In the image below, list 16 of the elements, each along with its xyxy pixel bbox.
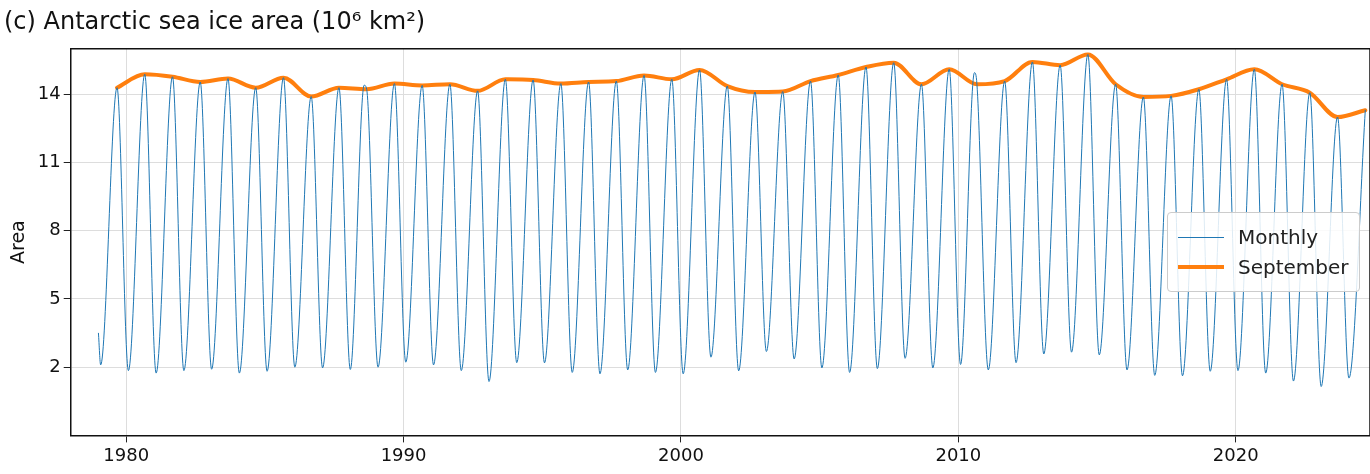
y-tick-label: 14 — [37, 81, 61, 103]
y-axis-title: Area — [6, 220, 29, 264]
legend-label: Monthly — [1238, 225, 1319, 250]
y-tick-label: 8 — [49, 218, 61, 240]
x-tick-label: 2000 — [658, 443, 704, 465]
chart-title: (c) Antarctic sea ice area (10⁶ km²) — [4, 6, 426, 35]
line-series — [97, 53, 1366, 388]
legend-label: September — [1238, 255, 1349, 280]
y-tick-label: 11 — [37, 150, 61, 172]
x-tick-label: 1980 — [103, 443, 150, 465]
y-tick-label: 5 — [49, 286, 61, 308]
line-series — [115, 52, 1368, 120]
x-tick-label: 1990 — [380, 443, 427, 465]
x-tick-label: 2020 — [1212, 443, 1259, 465]
x-tick-label: 2010 — [935, 443, 982, 465]
y-tick-label: 2 — [49, 354, 61, 376]
